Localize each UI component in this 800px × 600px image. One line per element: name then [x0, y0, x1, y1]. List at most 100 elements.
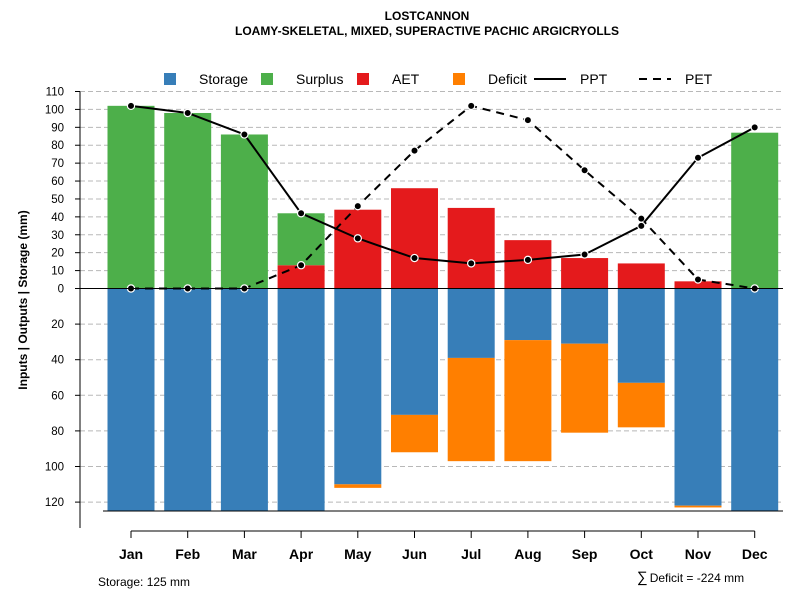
- legend-label: Deficit: [488, 71, 527, 87]
- ppt-point: [183, 108, 192, 118]
- pet-point: [410, 146, 419, 155]
- storage-bar: [617, 288, 665, 383]
- legend-label: Storage: [199, 71, 248, 87]
- x-tick-label-aug: Aug: [514, 546, 541, 562]
- legend-item-surplus: Surplus: [261, 71, 343, 87]
- x-tick-label-jul: Jul: [461, 546, 481, 562]
- aet-bar: [391, 188, 438, 289]
- storage-bar: [731, 288, 779, 511]
- storage-bar: [334, 288, 382, 485]
- aet-bar: [334, 209, 382, 289]
- deficit-bar: [561, 343, 609, 433]
- ppt-point: [126, 101, 136, 111]
- storage-bar: [277, 288, 325, 511]
- storage-bar: [220, 288, 268, 511]
- ppt-point: [750, 123, 759, 132]
- surplus-legend-swatch: [261, 73, 273, 85]
- pet-point: [637, 214, 646, 223]
- surplus-bar: [164, 112, 212, 289]
- deficit-bar: [447, 357, 495, 462]
- aet-bar: [617, 263, 665, 289]
- sigma-icon: ∑: [637, 569, 648, 586]
- aet-bar: [504, 240, 552, 289]
- y-tick-label: 60: [51, 176, 64, 188]
- aet-bar: [674, 281, 722, 289]
- x-tick-label-sep: Sep: [572, 546, 598, 562]
- legend-item-pet: PET: [639, 71, 713, 87]
- deficit-bar: [617, 382, 665, 428]
- deficit-bar: [674, 505, 722, 508]
- axes: 0 10 20 30 40 50 60 70 80 90 100 110 20 40 60 80 100 120 J…: [45, 87, 783, 562]
- aet-legend-swatch: [357, 73, 369, 85]
- y-tick-label: 40: [51, 212, 64, 224]
- x-tick-label-oct: Oct: [630, 546, 654, 562]
- y-tick-label: 120: [45, 497, 64, 509]
- bars: [107, 105, 779, 511]
- pet-point: [523, 115, 533, 125]
- deficit-bar: [334, 484, 382, 488]
- ppt-point: [353, 234, 362, 243]
- x-tick-label-mar: Mar: [232, 546, 257, 562]
- pet-point: [353, 201, 362, 211]
- legend-item-deficit: Deficit: [453, 71, 527, 87]
- deficit-bar: [391, 414, 438, 453]
- storage-bar: [107, 288, 155, 511]
- ppt-point: [240, 130, 249, 139]
- storage-legend-swatch: [164, 73, 176, 85]
- legend: Storage Surplus AET Deficit PPT PET: [164, 71, 713, 87]
- surplus-bar: [220, 134, 268, 289]
- storage-bar: [561, 288, 609, 344]
- legend-label: Surplus: [296, 71, 343, 87]
- pet-point: [296, 261, 306, 270]
- x-tick-label-apr: Apr: [289, 546, 314, 562]
- ppt-point: [580, 250, 589, 259]
- deficit-legend-swatch: [453, 73, 465, 85]
- ppt-point: [523, 255, 533, 265]
- x-tick-label-may: May: [344, 546, 371, 562]
- pet-point: [467, 101, 476, 111]
- x-tick-label-feb: Feb: [175, 546, 200, 562]
- x-tick-label-nov: Nov: [685, 546, 712, 562]
- storage-bar: [164, 288, 212, 511]
- gridlines: [80, 91, 783, 503]
- y-tick-label: 40: [51, 355, 64, 367]
- surplus-bar: [277, 213, 325, 266]
- chart-subtitle: LOAMY-SKELETAL, MIXED, SUPERACTIVE PACHI…: [235, 24, 619, 38]
- surplus-bar: [731, 132, 779, 289]
- y-tick-label: 100: [45, 104, 64, 116]
- y-tick-label: 80: [51, 140, 64, 152]
- storage-note: Storage: 125 mm: [98, 575, 190, 589]
- ppt-point: [296, 209, 306, 218]
- surplus-bar: [107, 105, 155, 289]
- storage-bar: [504, 288, 552, 341]
- x-tick-label-jun: Jun: [402, 546, 427, 562]
- pet-point: [580, 166, 589, 175]
- ppt-point: [410, 253, 419, 263]
- legend-label: PET: [685, 71, 713, 87]
- deficit-note-text: Deficit = -224 mm: [650, 571, 744, 585]
- ppt-point: [637, 221, 646, 231]
- y-tick-label: 10: [51, 266, 64, 278]
- legend-item-storage: Storage: [164, 71, 248, 87]
- y-tick-label: 80: [51, 426, 64, 438]
- pet-point: [693, 275, 703, 284]
- legend-label: AET: [392, 71, 420, 87]
- x-tick-label-jan: Jan: [119, 546, 143, 562]
- y-tick-label: 60: [51, 390, 64, 402]
- legend-item-aet: AET: [357, 71, 420, 87]
- x-tick-label-dec: Dec: [742, 546, 768, 562]
- ppt-point: [467, 259, 476, 268]
- deficit-bar: [504, 340, 552, 462]
- y-tick-label: 0: [58, 284, 64, 296]
- aet-bar: [561, 258, 609, 289]
- chart-title: LOSTCANNON: [385, 9, 470, 23]
- y-tick-label: 50: [51, 194, 64, 206]
- deficit-note: ∑ Deficit = -224 mm: [637, 569, 744, 586]
- aet-bar: [447, 207, 495, 289]
- y-tick-label: 70: [51, 158, 64, 170]
- y-tick-label: 100: [45, 462, 64, 474]
- storage-bar: [447, 288, 495, 358]
- ppt-point: [693, 153, 703, 162]
- storage-bar: [674, 288, 722, 506]
